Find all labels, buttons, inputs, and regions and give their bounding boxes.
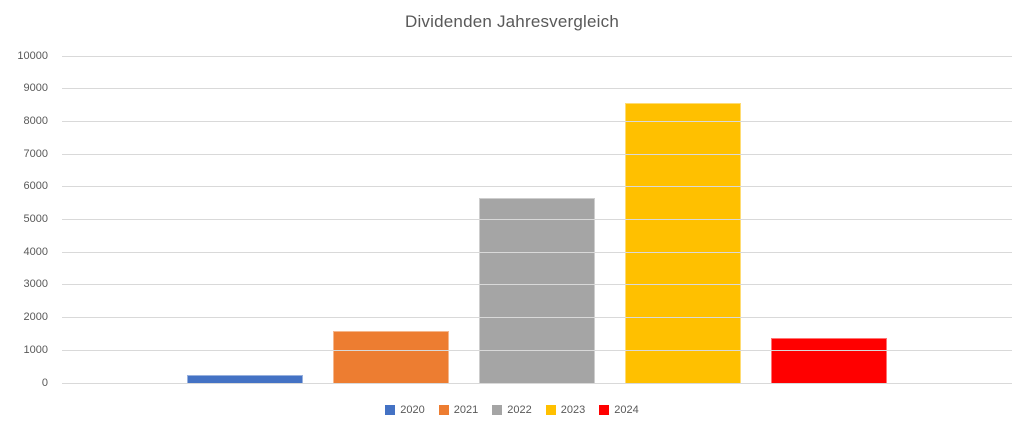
legend-swatch-2024 <box>599 405 610 415</box>
bar-2020[interactable] <box>187 374 303 383</box>
legend-label-2021: 2021 <box>453 404 479 416</box>
y-tick-label-10000: 10000 <box>17 49 48 62</box>
legend-label-2024: 2024 <box>614 404 639 416</box>
gridline-8000 <box>62 120 1012 122</box>
gridline-0 <box>62 382 1012 384</box>
gridline-4000 <box>62 251 1012 253</box>
legend: 2020 2021 2022 2023 2024 <box>0 404 1024 416</box>
y-tick-label-0: 0 <box>41 376 48 389</box>
bar-2021[interactable] <box>333 330 449 383</box>
legend-swatch-2021 <box>438 405 449 415</box>
legend-item-2023[interactable]: 2023 <box>545 404 586 416</box>
gridline-2000 <box>62 317 1012 319</box>
y-tick-label-6000: 6000 <box>23 180 48 193</box>
y-tick-label-3000: 3000 <box>23 278 48 291</box>
gridline-1000 <box>62 349 1012 351</box>
legend-label-2020: 2020 <box>400 404 425 416</box>
legend-item-2021[interactable]: 2021 <box>438 404 479 416</box>
legend-label-2023: 2023 <box>560 404 586 416</box>
legend-item-2022[interactable]: 2022 <box>492 404 532 416</box>
gridline-9000 <box>62 88 1012 90</box>
y-tick-label-9000: 9000 <box>23 82 48 95</box>
bar-group <box>62 56 1012 383</box>
legend-swatch-2020 <box>385 405 396 415</box>
chart-title: Dividenden Jahresvergleich <box>404 12 620 31</box>
y-tick-label-7000: 7000 <box>23 147 48 160</box>
gridline-5000 <box>62 219 1012 220</box>
y-tick-label-8000: 8000 <box>23 114 48 127</box>
legend-swatch-2022 <box>492 405 503 415</box>
gridline-10000 <box>62 55 1012 57</box>
bar-2023[interactable] <box>625 103 741 383</box>
gridline-7000 <box>62 153 1012 155</box>
y-tick-label-4000: 4000 <box>23 245 48 258</box>
legend-swatch-2023 <box>545 405 556 415</box>
bar-2022[interactable] <box>479 198 595 383</box>
gridline-3000 <box>62 284 1012 286</box>
legend-item-2020[interactable]: 2020 <box>385 404 425 416</box>
plot-area <box>62 55 1012 384</box>
y-axis: 0 1000 2000 3000 4000 5000 6000 7000 8000 9000 100… <box>0 0 48 425</box>
y-tick-label-1000: 1000 <box>23 343 48 356</box>
bar-2024[interactable] <box>771 337 887 383</box>
gridline-6000 <box>62 186 1012 188</box>
legend-item-2024[interactable]: 2024 <box>599 404 639 416</box>
legend-label-2022: 2022 <box>507 404 532 416</box>
y-tick-label-2000: 2000 <box>23 311 48 324</box>
y-tick-label-5000: 5000 <box>23 213 48 225</box>
